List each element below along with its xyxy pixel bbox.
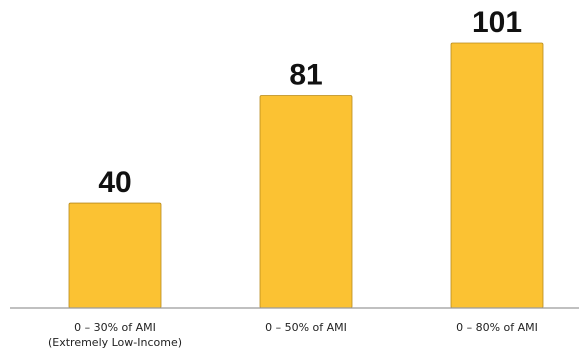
value-labels-group: 40 81 101 xyxy=(98,6,522,199)
bars-group xyxy=(68,42,544,309)
bar-1 xyxy=(68,202,162,309)
value-label-1: 40 xyxy=(98,166,131,199)
x-tick-labels-group: 0 – 30% of AMI (Extremely Low-Income) 0 – … xyxy=(48,321,538,349)
x-tick-label-1-line-2: (Extremely Low-Income) xyxy=(48,336,182,349)
bar-3 xyxy=(450,42,544,309)
x-tick-label-3: 0 – 80% of AMI xyxy=(456,321,538,334)
x-tick-label-2: 0 – 50% of AMI xyxy=(265,321,347,334)
value-label-3: 101 xyxy=(472,6,522,39)
x-tick-label-1: 0 – 30% of AMI xyxy=(74,321,156,334)
bar-2 xyxy=(259,95,353,309)
value-label-2: 81 xyxy=(289,58,322,91)
